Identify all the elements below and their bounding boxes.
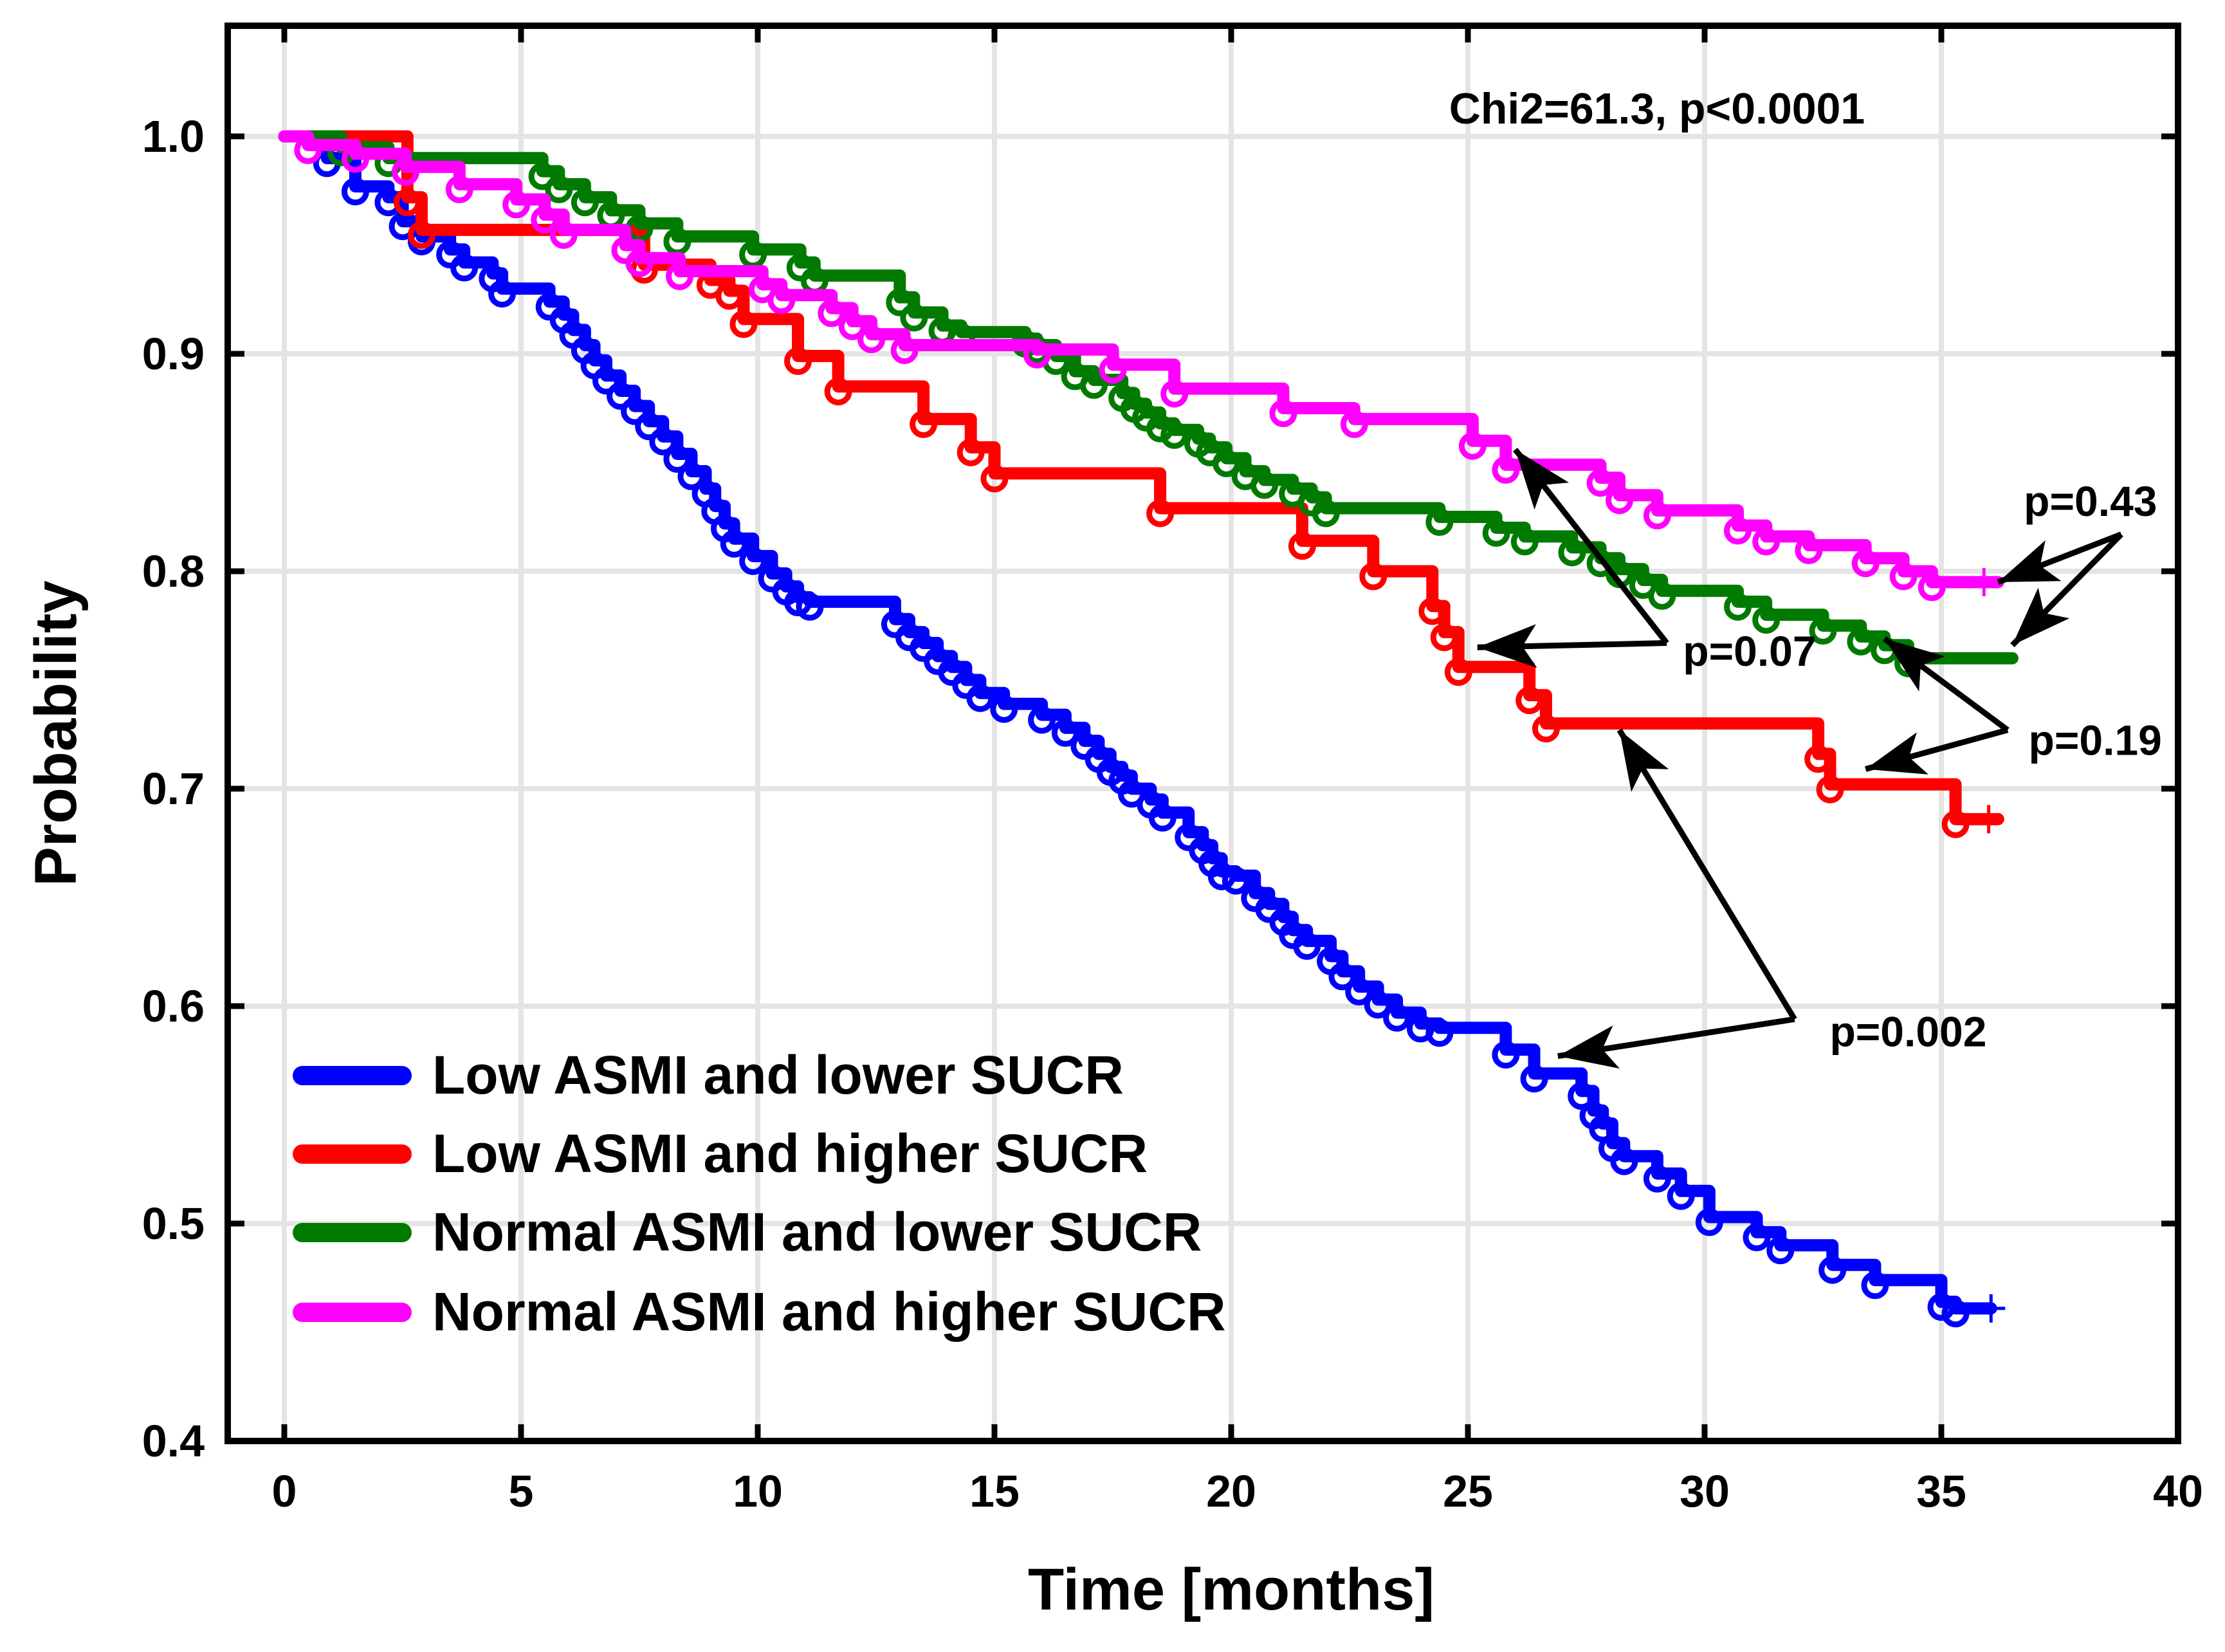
x-tick-label: 25 [1443,1466,1493,1516]
legend-label: Low ASMI and lower SUCR [432,1045,1124,1105]
axis-tick-labels: 0 5 10 15 20 25 30 35 40 0.4 0.5 0.6 0.7 0.8 0.9 1.0 [142,111,2203,1516]
p-value-label: p=0.19 [2029,717,2162,764]
chi-square-annotation: Chi2=61.3, p<0.0001 [1449,84,1865,133]
annotation-arrow-head [1477,624,1537,668]
gridlines [228,26,2181,1441]
survival-curve-red [278,130,2004,838]
legend-label: Low ASMI and higher SUCR [432,1123,1148,1184]
x-tick-label: 5 [509,1466,534,1516]
y-tick-label: 0.9 [142,329,205,379]
legend-item: Low ASMI and higher SUCR [293,1123,1148,1184]
legend-item: Low ASMI and lower SUCR [293,1045,1124,1105]
p-value-label: p=0.002 [1829,1008,1986,1056]
legend: Low ASMI and lower SUCR Low ASMI and high… [293,1045,1226,1342]
p-value-label: p=0.43 [2024,477,2157,525]
p-annotation: p=0.07 [1477,447,1817,675]
annotation-arrow-head [1619,730,1669,793]
p-annotation: p=0.19 [1865,636,2162,775]
axis-ticks [228,26,2181,1444]
x-tick-label: 15 [969,1466,1020,1516]
p-value-annotations: p=0.43 p=0.19 p=0.07 p=0.002 [1477,447,2162,1069]
survival-curve-blue [278,130,2006,1328]
frame-rect [224,23,2181,1444]
x-tick-label: 35 [1916,1466,1966,1516]
annotation-arrow-head [1865,732,1928,775]
x-tick-label: 40 [2153,1466,2203,1516]
annotation-arrow-head [2012,587,2070,645]
p-annotation: p=0.002 [1557,728,1986,1069]
y-axis-title: Probability [23,580,89,886]
p-annotation: p=0.43 [1997,477,2157,648]
x-tick-label: 30 [1680,1466,1730,1516]
y-tick-label: 0.6 [142,981,205,1031]
survival-step-line [278,130,1997,1315]
annotation-arrow-shaft [1616,728,1797,1021]
legend-label: Normal ASMI and higher SUCR [432,1281,1226,1342]
survival-step-line [278,130,2004,825]
x-tick-label: 10 [733,1466,783,1516]
x-axis-title: Time [months] [1028,1557,1434,1622]
legend-item: Normal ASMI and lower SUCR [293,1202,1202,1262]
legend-item: Normal ASMI and higher SUCR [293,1281,1226,1342]
y-tick-label: 1.0 [142,111,205,161]
survival-step-line [278,130,2004,589]
y-tick-label: 0.7 [142,764,205,814]
y-tick-label: 0.8 [142,546,205,596]
y-tick-label: 0.5 [142,1198,205,1249]
annotation-arrow-head [1515,449,1570,510]
p-value-label: p=0.07 [1683,627,1816,675]
x-tick-label: 0 [272,1466,297,1516]
survival-step-line [278,130,2019,665]
legend-label: Normal ASMI and lower SUCR [432,1202,1202,1262]
plot-frame [224,23,2181,1444]
annotation-arrow-head [1998,540,2062,582]
survival-curves [278,130,2019,1328]
annotation-arrow-head [1884,638,1945,692]
x-tick-label: 20 [1206,1466,1256,1516]
annotation-arrow-head [1557,1025,1620,1069]
survival-curve-magenta [278,130,2004,601]
y-tick-label: 0.4 [142,1416,205,1466]
